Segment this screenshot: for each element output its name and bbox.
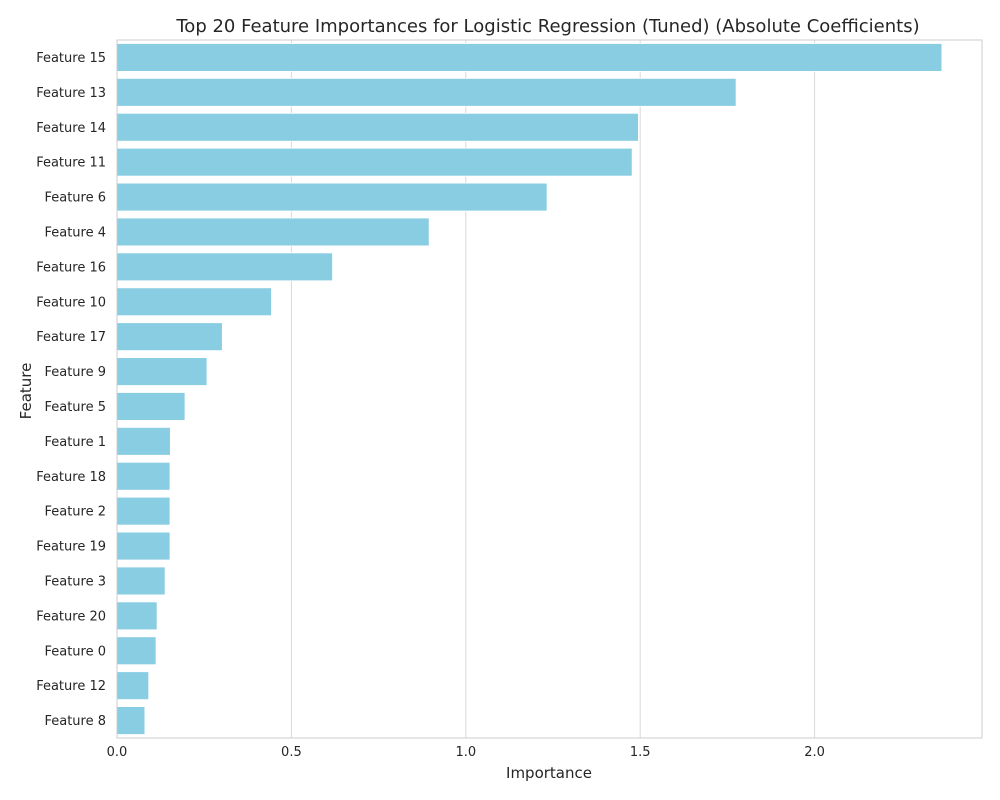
bar: [116, 217, 430, 247]
bar: [116, 531, 171, 561]
bar: [116, 601, 158, 631]
bar: [116, 182, 548, 212]
x-tick-label: 0.5: [281, 745, 302, 760]
y-tick-label: Feature 9: [44, 365, 106, 380]
y-tick-label: Feature 15: [36, 51, 106, 66]
bar: [116, 43, 943, 72]
x-tick-label: 0.0: [107, 745, 128, 760]
bar: [116, 357, 208, 386]
bar: [116, 147, 633, 177]
bar: [116, 392, 186, 421]
x-tick-label: 1.5: [630, 745, 651, 760]
bar: [116, 671, 150, 701]
y-tick-label: Feature 16: [36, 260, 106, 275]
chart-title: Top 20 Feature Importances for Logistic …: [175, 16, 919, 37]
x-axis-label: Importance: [506, 764, 592, 782]
y-tick-label: Feature 5: [44, 400, 106, 415]
bar: [116, 496, 171, 526]
y-axis-label: Feature: [17, 363, 35, 420]
y-tick-label: Feature 6: [44, 191, 106, 206]
x-tick-labels: 0.0 0.5 1.0 1.5 2.0: [107, 745, 825, 760]
y-tick-label: Feature 20: [36, 609, 106, 624]
y-tick-label: Feature 1: [44, 435, 106, 450]
bar: [116, 112, 639, 142]
y-tick-label: Feature 14: [36, 121, 106, 136]
bar: [116, 322, 223, 352]
y-tick-label: Feature 19: [36, 540, 106, 555]
y-tick-label: Feature 17: [36, 330, 106, 345]
bar: [116, 77, 737, 107]
y-tick-label: Feature 18: [36, 470, 106, 485]
y-tick-label: Feature 13: [36, 86, 106, 101]
bar: [116, 566, 166, 596]
bar: [116, 287, 272, 317]
bar: [116, 706, 146, 735]
y-tick-label: Feature 11: [36, 156, 106, 171]
y-tick-label: Feature 4: [44, 225, 106, 240]
y-tick-label: Feature 2: [44, 505, 106, 520]
bar: [116, 426, 171, 456]
x-tick-label: 2.0: [804, 745, 825, 760]
gridlines: [116, 40, 816, 738]
y-tick-labels: Feature 15 Feature 13 Feature 14 Feature 11…: [36, 51, 106, 729]
y-tick-label: Feature 0: [44, 644, 106, 659]
plot-frame: [116, 39, 983, 739]
bar: [116, 636, 157, 666]
bar: [116, 252, 333, 282]
bar: [116, 461, 171, 491]
y-tick-label: Feature 8: [44, 714, 106, 729]
y-tick-label: Feature 10: [36, 295, 106, 310]
x-tick-label: 1.0: [455, 745, 476, 760]
bars: [116, 43, 943, 735]
y-tick-label: Feature 12: [36, 679, 106, 694]
y-tick-label: Feature 3: [44, 574, 106, 589]
